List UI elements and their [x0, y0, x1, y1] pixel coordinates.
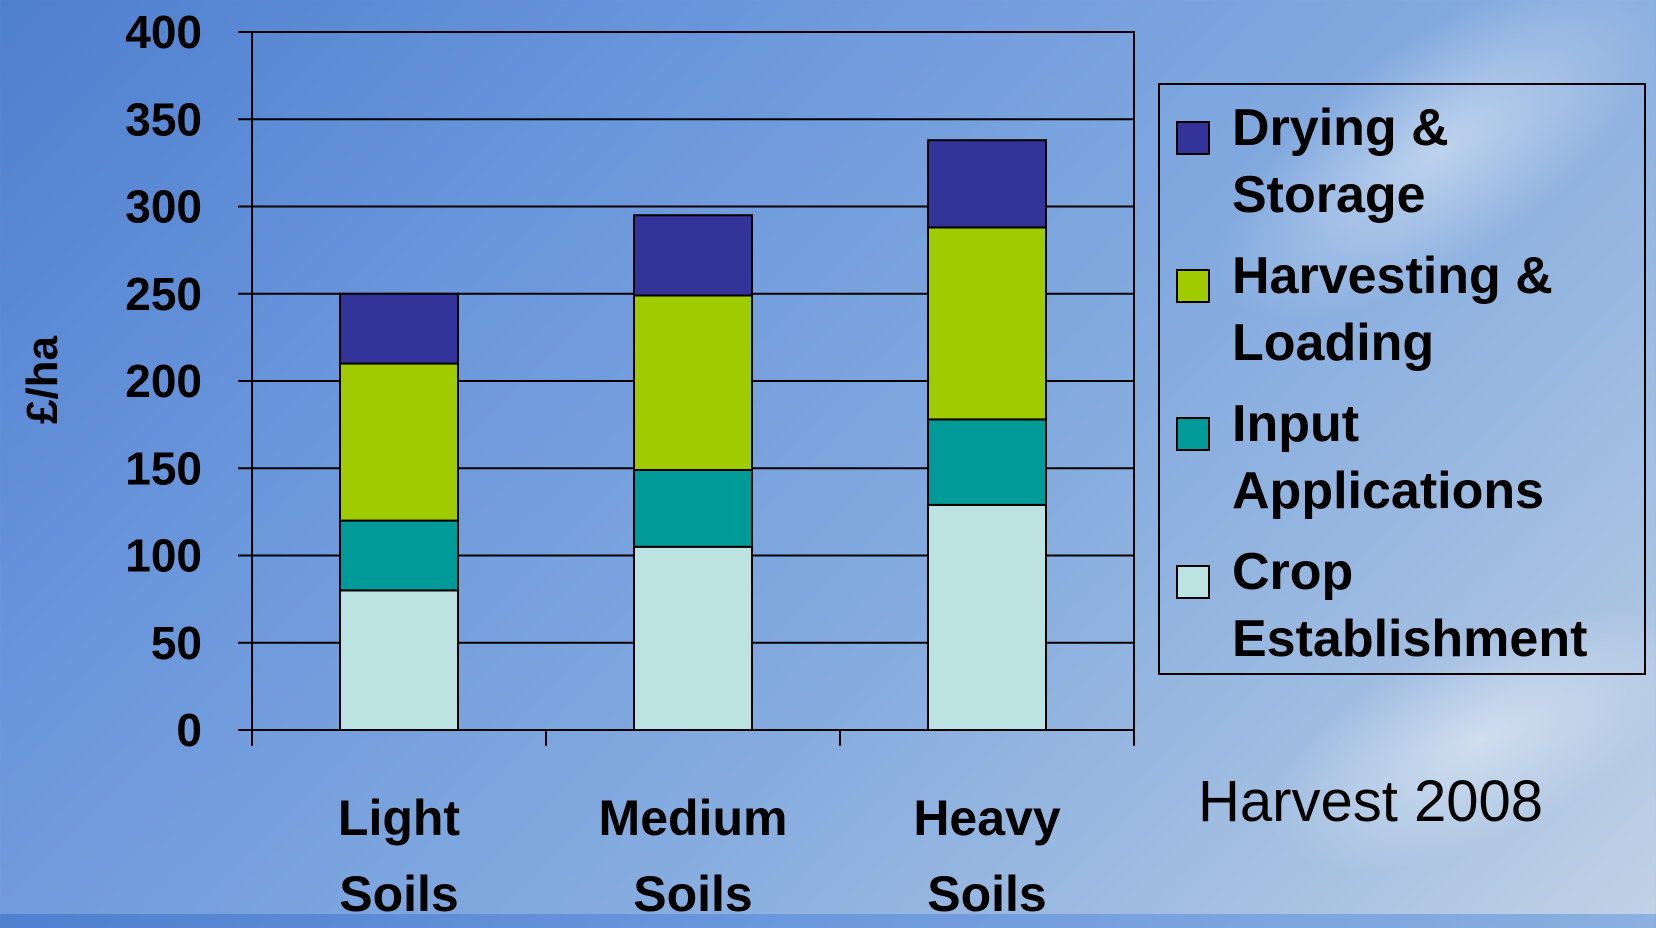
y-tick-label: 150: [125, 442, 202, 494]
bar-segment: [927, 418, 1047, 506]
bar-segment: [339, 519, 459, 592]
bar-segment: [633, 294, 753, 471]
bar-segment: [339, 589, 459, 732]
bar-segment: [633, 545, 753, 732]
bar-segment: [633, 214, 753, 297]
legend-swatch: [1176, 565, 1210, 599]
x-category-label: Medium Soils: [599, 790, 788, 914]
y-tick-label: 250: [125, 268, 202, 320]
y-tick-label: 400: [125, 6, 202, 58]
axes: [251, 31, 1135, 746]
legend-label: Drying & Storage: [1232, 99, 1449, 224]
bar-segment: [633, 468, 753, 548]
chart-legend: Drying & Storage Harvesting & Loading Input A…: [1158, 83, 1646, 675]
y-tick-label: 350: [125, 93, 202, 145]
plot-area-frame: [251, 31, 1135, 731]
y-tick-label: 200: [125, 355, 202, 407]
legend-label: Input Applications: [1232, 395, 1545, 520]
bar-segment: [339, 362, 459, 522]
x-category-label: Heavy Soils: [913, 790, 1061, 914]
bar-segment: [927, 226, 1047, 421]
y-axis-title: £/ha: [18, 335, 67, 424]
bars: [339, 139, 1047, 732]
x-category-labels: Light Soils Medium Soils Heavy Soils: [338, 790, 1061, 914]
bar-segment: [339, 292, 459, 365]
legend-label: Harvesting & Loading: [1232, 247, 1553, 372]
y-tick-label: 0: [176, 704, 202, 756]
y-tick-label: 300: [125, 181, 202, 233]
legend-label: Crop Establishment: [1232, 543, 1588, 668]
legend-swatch: [1176, 121, 1210, 155]
bar-segment: [927, 139, 1047, 229]
chart-caption: Harvest 2008: [1198, 769, 1543, 834]
bar-segment: [927, 503, 1047, 731]
y-tick-label: 100: [125, 530, 202, 582]
x-category-label: Light Soils: [338, 790, 461, 914]
y-tick-label: 50: [151, 617, 202, 669]
y-tick-labels: 0 50 100 150 200 250 300 350 400: [125, 6, 202, 756]
legend-swatch: [1176, 269, 1210, 303]
legend-swatch: [1176, 417, 1210, 451]
